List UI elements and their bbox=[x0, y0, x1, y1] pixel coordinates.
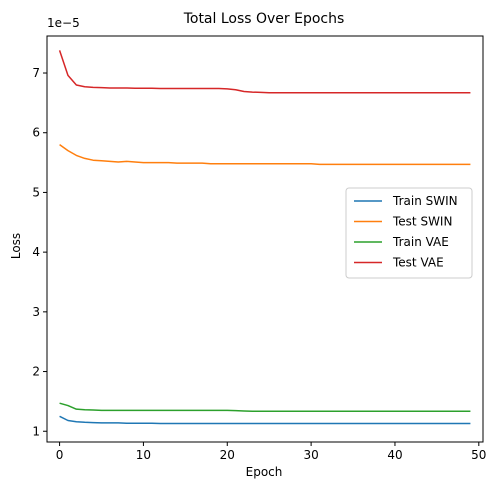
y-tick-label: 3 bbox=[32, 305, 40, 319]
y-axis-multiplier: 1e−5 bbox=[47, 16, 80, 30]
y-axis-exponent: −5 bbox=[62, 16, 80, 30]
y-ticks: 1 2 3 4 5 6 7 bbox=[32, 66, 47, 438]
y-axis-label: Loss bbox=[9, 233, 23, 259]
x-ticks: 0 10 20 30 40 50 bbox=[56, 442, 486, 462]
x-tick-label: 0 bbox=[56, 448, 64, 462]
series-line-train-swin bbox=[59, 415, 471, 425]
y-tick-label: 2 bbox=[32, 365, 40, 379]
legend-label-train-vae: Train VAE bbox=[392, 235, 449, 249]
plot-frame bbox=[46, 35, 484, 443]
x-tick-label: 40 bbox=[387, 448, 402, 462]
x-tick-label: 20 bbox=[220, 448, 235, 462]
legend: Train SWIN Test SWIN Train VAE Test VAE bbox=[345, 187, 473, 279]
series-line-train-vae bbox=[59, 402, 471, 412]
x-tick-label: 30 bbox=[303, 448, 318, 462]
series-group bbox=[58, 50, 471, 425]
y-tick-label: 1 bbox=[32, 424, 40, 438]
legend-label-train-swin: Train SWIN bbox=[392, 194, 458, 208]
legend-box bbox=[345, 187, 473, 279]
y-tick-label: 4 bbox=[32, 245, 40, 259]
x-axis-label: Epoch bbox=[246, 465, 283, 479]
x-tick-label: 10 bbox=[136, 448, 151, 462]
legend-label-test-swin: Test SWIN bbox=[392, 215, 452, 229]
series-line-test-swin bbox=[59, 144, 471, 166]
x-tick-label: 50 bbox=[471, 448, 486, 462]
legend-label-test-vae: Test VAE bbox=[392, 256, 444, 270]
y-tick-label: 5 bbox=[32, 185, 40, 199]
series-line-test-vae bbox=[58, 50, 471, 94]
chart-title: Total Loss Over Epochs bbox=[183, 11, 345, 27]
y-tick-label: 7 bbox=[32, 66, 40, 80]
y-tick-label: 6 bbox=[32, 126, 40, 140]
